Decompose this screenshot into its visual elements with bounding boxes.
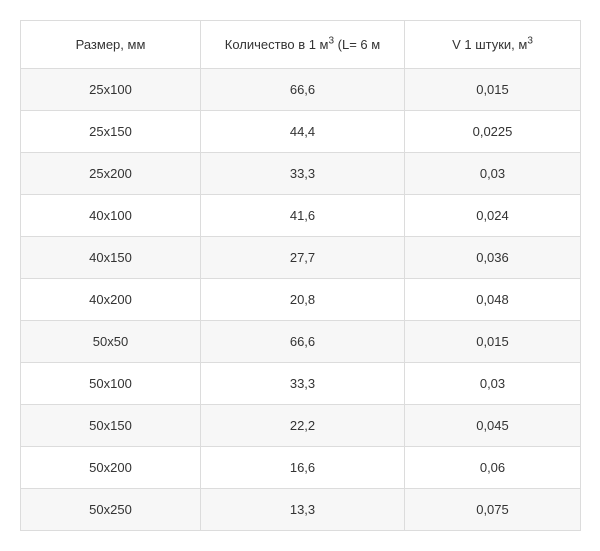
cell-size: 40х150 <box>21 237 201 279</box>
col-header-qty-post: (L= 6 м <box>334 37 380 52</box>
cell-size: 50х100 <box>21 363 201 405</box>
cell-qty: 33,3 <box>201 153 405 195</box>
cell-size: 50х250 <box>21 489 201 531</box>
table-row: 50х200 16,6 0,06 <box>21 447 581 489</box>
cell-qty: 66,6 <box>201 69 405 111</box>
col-header-size-text: Размер, мм <box>76 37 146 52</box>
cell-size: 25х100 <box>21 69 201 111</box>
cell-size: 50х200 <box>21 447 201 489</box>
cell-size: 50х50 <box>21 321 201 363</box>
cell-qty: 20,8 <box>201 279 405 321</box>
col-header-size: Размер, мм <box>21 21 201 69</box>
cell-vol: 0,036 <box>405 237 581 279</box>
cell-vol: 0,024 <box>405 195 581 237</box>
col-header-qty: Количество в 1 м3 (L= 6 м <box>201 21 405 69</box>
col-header-qty-pre: Количество в 1 м <box>225 37 329 52</box>
col-header-vol: V 1 штуки, м3 <box>405 21 581 69</box>
table-row: 50х50 66,6 0,015 <box>21 321 581 363</box>
cell-size: 50х150 <box>21 405 201 447</box>
table-row: 50х100 33,3 0,03 <box>21 363 581 405</box>
cell-qty: 33,3 <box>201 363 405 405</box>
table-row: 50х250 13,3 0,075 <box>21 489 581 531</box>
col-header-vol-pre: V 1 штуки, м <box>452 37 527 52</box>
table-row: 40х100 41,6 0,024 <box>21 195 581 237</box>
cell-qty: 66,6 <box>201 321 405 363</box>
cell-vol: 0,045 <box>405 405 581 447</box>
cell-qty: 22,2 <box>201 405 405 447</box>
cell-vol: 0,03 <box>405 363 581 405</box>
cell-vol: 0,075 <box>405 489 581 531</box>
cell-vol: 0,015 <box>405 321 581 363</box>
table-header-row: Размер, мм Количество в 1 м3 (L= 6 м V 1… <box>21 21 581 69</box>
table-body: 25х100 66,6 0,015 25х150 44,4 0,0225 25х… <box>21 69 581 531</box>
table-row: 25х100 66,6 0,015 <box>21 69 581 111</box>
cell-qty: 44,4 <box>201 111 405 153</box>
cell-size: 40х200 <box>21 279 201 321</box>
cell-qty: 13,3 <box>201 489 405 531</box>
table-row: 25х200 33,3 0,03 <box>21 153 581 195</box>
cell-qty: 16,6 <box>201 447 405 489</box>
cell-qty: 41,6 <box>201 195 405 237</box>
cell-vol: 0,048 <box>405 279 581 321</box>
col-header-vol-sup: 3 <box>527 36 533 47</box>
cell-vol: 0,0225 <box>405 111 581 153</box>
table-row: 25х150 44,4 0,0225 <box>21 111 581 153</box>
table-row: 40х200 20,8 0,048 <box>21 279 581 321</box>
cell-size: 25х150 <box>21 111 201 153</box>
cell-vol: 0,06 <box>405 447 581 489</box>
cell-size: 40х100 <box>21 195 201 237</box>
cell-size: 25х200 <box>21 153 201 195</box>
table-row: 50х150 22,2 0,045 <box>21 405 581 447</box>
table-row: 40х150 27,7 0,036 <box>21 237 581 279</box>
lumber-table: Размер, мм Количество в 1 м3 (L= 6 м V 1… <box>20 20 581 531</box>
cell-vol: 0,015 <box>405 69 581 111</box>
cell-qty: 27,7 <box>201 237 405 279</box>
cell-vol: 0,03 <box>405 153 581 195</box>
